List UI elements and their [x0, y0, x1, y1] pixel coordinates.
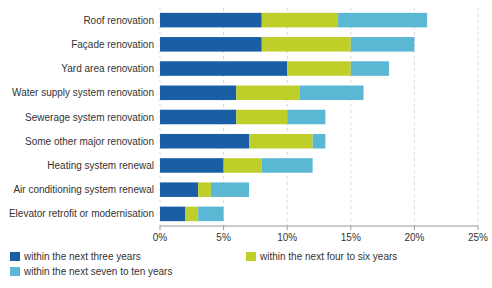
category-label: Some other major renovation — [25, 136, 154, 147]
legend-label: within the next four to six years — [259, 251, 397, 262]
grid — [160, 8, 478, 226]
bars — [160, 13, 427, 221]
bar — [185, 207, 198, 222]
bar — [287, 110, 325, 125]
bar — [211, 182, 249, 197]
tick-label: 10% — [277, 232, 297, 243]
bar — [160, 61, 287, 76]
tick-mark — [160, 226, 161, 230]
bar — [351, 61, 389, 76]
bar — [160, 37, 262, 52]
category-label: Façade renovation — [71, 39, 154, 50]
tick-mark — [350, 226, 351, 230]
bar — [160, 110, 236, 125]
legend-swatch — [10, 252, 20, 261]
bar — [224, 158, 262, 173]
bar — [300, 86, 364, 101]
bar — [198, 207, 223, 222]
tick-label: 15% — [341, 232, 361, 243]
y-axis: Roof renovation Façade renovation Yard are… — [9, 15, 154, 220]
legend-swatch — [246, 252, 256, 261]
category-label: Water supply system renovation — [12, 87, 154, 98]
bar — [198, 182, 211, 197]
bar — [338, 13, 427, 28]
tick-label: 0% — [153, 232, 168, 243]
category-label: Roof renovation — [83, 15, 154, 26]
bar — [160, 207, 185, 222]
axis-line — [160, 226, 478, 227]
bar — [351, 37, 415, 52]
bar — [160, 13, 262, 28]
legend: within the next three years within the ne… — [10, 251, 397, 277]
tick-label: 5% — [216, 232, 231, 243]
tick-mark — [223, 226, 224, 230]
tick-label: 20% — [404, 232, 424, 243]
series — [185, 13, 350, 221]
chart-container: 0% 5% 10% 15% 20% 25% Roof renovation Façade re… — [0, 0, 492, 288]
bar — [160, 134, 249, 149]
bar — [262, 13, 338, 28]
bar — [160, 86, 236, 101]
series — [198, 13, 427, 221]
chart: 0% 5% 10% 15% 20% 25% Roof renovation Façade re… — [0, 0, 492, 288]
grid-line — [478, 8, 479, 226]
bar — [160, 158, 224, 173]
bar — [287, 61, 351, 76]
legend-swatch — [10, 267, 20, 276]
category-label: Sewerage system renovation — [25, 112, 154, 123]
category-label: Yard area renovation — [61, 63, 154, 74]
bar — [262, 158, 313, 173]
bar — [313, 134, 326, 149]
category-label: Air conditioning system renewal — [13, 184, 154, 195]
bar — [160, 182, 198, 197]
tick-label: 25% — [468, 232, 488, 243]
legend-label: within the next seven to ten years — [23, 266, 172, 277]
category-label: Elevator retrofit or modernisation — [9, 208, 154, 219]
tick-mark — [287, 226, 288, 230]
category-label: Heating system renewal — [47, 160, 154, 171]
x-axis: 0% 5% 10% 15% 20% 25% — [153, 226, 488, 243]
tick-mark — [414, 226, 415, 230]
tick-mark — [478, 226, 479, 230]
bar — [262, 37, 351, 52]
bar — [236, 86, 300, 101]
bar — [236, 110, 287, 125]
legend-label: within the next three years — [23, 251, 141, 262]
bar — [249, 134, 313, 149]
